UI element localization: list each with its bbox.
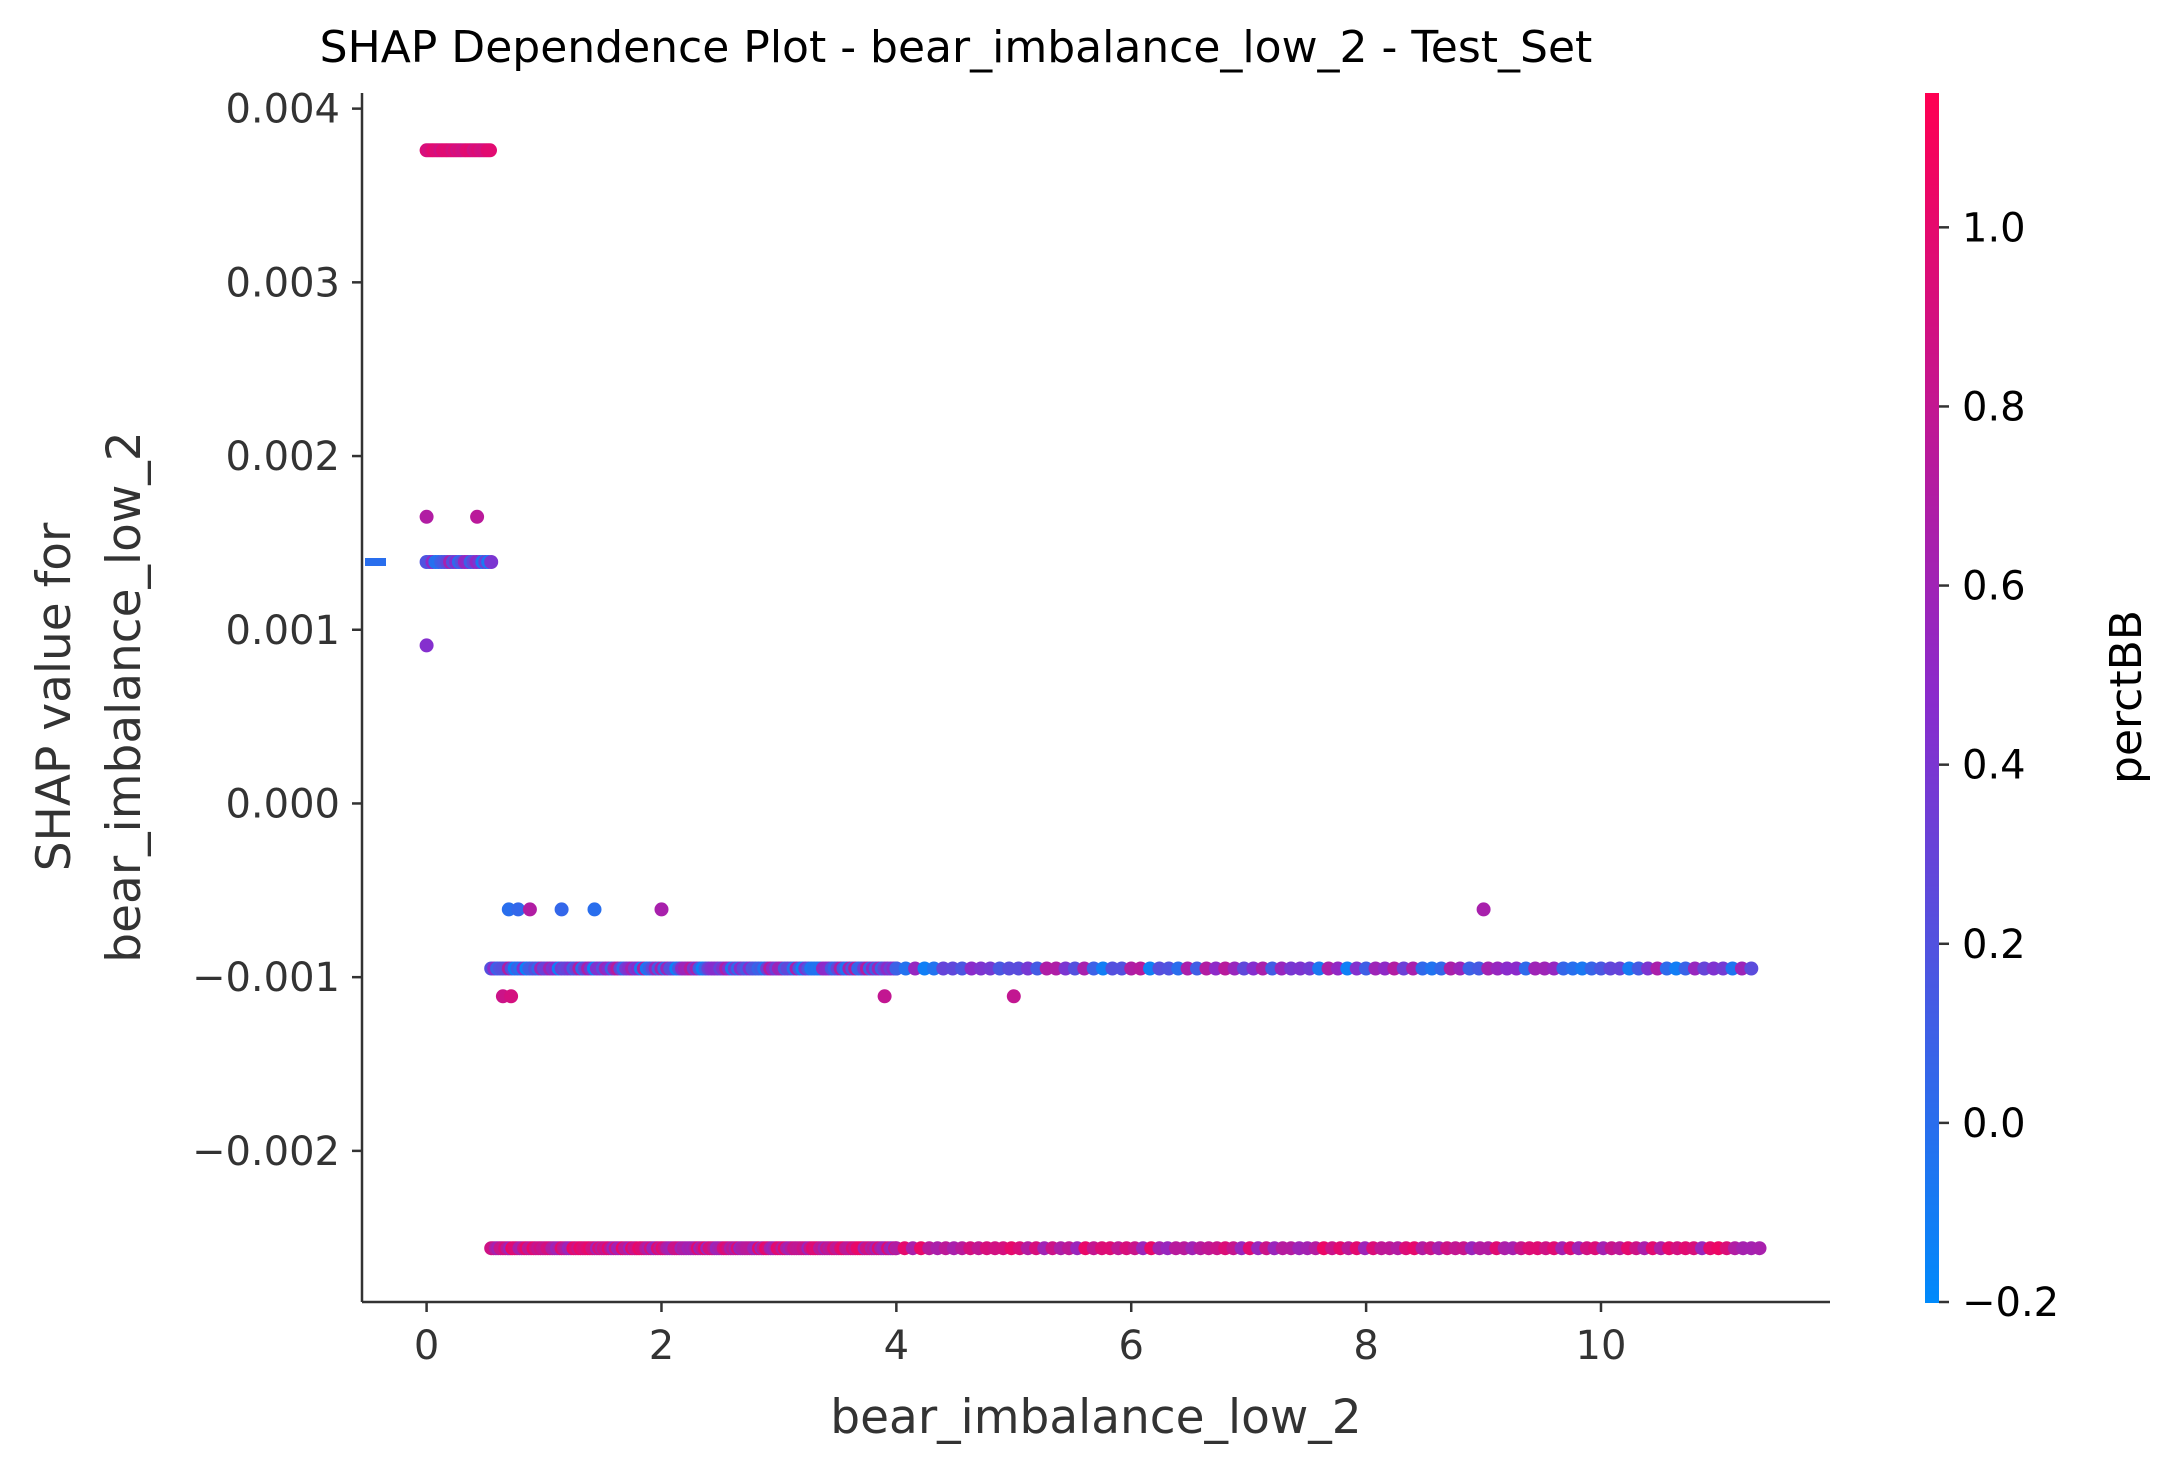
scatter-point [511, 902, 526, 917]
colorbar-title: perctBB [2101, 610, 2152, 784]
scatter-point [1006, 989, 1021, 1004]
y-tick-label: 0.001 [225, 608, 340, 654]
colorbar-tick-label: 1.0 [1962, 205, 2026, 251]
y-axis-title: SHAP value for bear_imbalance_low_2 [27, 431, 152, 962]
chart-title: SHAP Dependence Plot - bear_imbalance_lo… [320, 22, 1593, 73]
scatter-point [504, 989, 519, 1004]
y-ticks: −0.002 −0.001 0.000 0.001 0.002 0.003 0.004 [192, 87, 362, 1175]
x-tick-label: 8 [1353, 1323, 1378, 1369]
axes [360, 93, 1830, 1304]
x-tick-label: 4 [884, 1323, 909, 1369]
colorbar-tick-label: 0.2 [1962, 922, 2026, 968]
scatter-point [554, 902, 569, 917]
scatter-point [484, 555, 499, 569]
y-axis-title-line-2: bear_imbalance_low_2 [97, 431, 152, 962]
scatter-point [1744, 961, 1759, 976]
colorbar-tick-label: −0.2 [1962, 1280, 2059, 1326]
colorbar-tick-label: 0.6 [1962, 564, 2026, 610]
x-ticks: 0 2 4 6 8 10 [414, 1302, 1627, 1369]
scatter-point [587, 902, 602, 917]
scatter-point [654, 902, 669, 917]
y-tick-label: 0.003 [225, 260, 340, 306]
colorbar-tick-label: 0.4 [1962, 743, 2026, 789]
colorbar-gradient [1925, 93, 1939, 1303]
x-tick-label: 10 [1576, 1323, 1627, 1369]
scatter-point [419, 509, 434, 524]
scatter-point [1476, 902, 1491, 917]
x-tick-label: 0 [414, 1323, 439, 1369]
y-tick-label: 0.000 [225, 781, 340, 827]
y-tick-label: −0.001 [192, 955, 340, 1001]
scatter-point [419, 638, 434, 653]
scatter-point [877, 989, 892, 1004]
colorbar-tick-label: 0.8 [1962, 384, 2026, 430]
colorbar: −0.2 0.0 0.2 0.4 0.6 0.8 1.0 perctBB [1925, 93, 2152, 1326]
y-tick-label: −0.002 [192, 1129, 340, 1175]
x-axis-title: bear_imbalance_low_2 [830, 1390, 1361, 1445]
scatter-point [483, 143, 497, 158]
y-tick-label: 0.002 [225, 434, 340, 480]
plot-area [365, 143, 1767, 1256]
x-tick-label: 2 [649, 1323, 674, 1369]
y-axis-title-line-1: SHAP value for [27, 522, 82, 871]
colorbar-ticks: −0.2 0.0 0.2 0.4 0.6 0.8 1.0 [1939, 205, 2059, 1326]
scatter-point [1752, 1241, 1767, 1256]
y-tick-label: 0.004 [225, 87, 340, 133]
scatter-point [470, 509, 485, 524]
x-tick-label: 6 [1119, 1323, 1144, 1369]
colorbar-tick-label: 0.0 [1962, 1101, 2026, 1147]
scatter-point [522, 902, 537, 917]
